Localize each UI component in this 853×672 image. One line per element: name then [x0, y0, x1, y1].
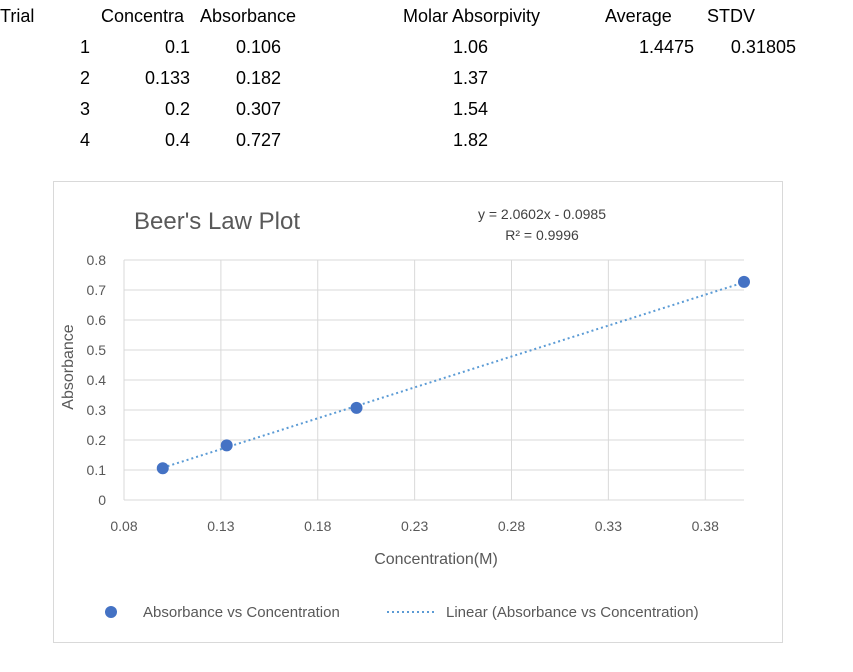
row-absorbance: 0.182: [236, 68, 282, 88]
row-molar-absorptivity: 1.37: [453, 68, 489, 88]
row-absorbance: 0.727: [236, 130, 282, 150]
y-tick-label: 0.3: [87, 402, 107, 418]
row-concentration: 0.4: [164, 130, 190, 150]
row-molar-absorptivity: 1.54: [453, 99, 489, 119]
x-tick-label: 0.08: [110, 518, 137, 534]
row-concentration: 0.133: [144, 68, 190, 88]
y-tick-labels: 0 0.1 0.2 0.3 0.4 0.5 0.6 0.7 0.8: [87, 252, 107, 508]
y-tick-label: 0.1: [87, 462, 107, 478]
x-tick-label: 0.18: [304, 518, 331, 534]
data-point: [350, 401, 363, 414]
row-molar-absorptivity: 1.82: [453, 130, 489, 150]
y-tick-label: 0.5: [87, 342, 107, 358]
header-stdv: STDV: [707, 6, 756, 26]
average-value: 1.4475: [638, 37, 694, 57]
legend-label-trendline: Linear (Absorbance vs Concentration): [446, 604, 699, 621]
y-tick-label: 0.7: [87, 282, 107, 298]
row-trial: 2: [79, 68, 90, 88]
header-absorbance: Absorbance: [200, 6, 297, 26]
x-tick-label: 0.38: [692, 518, 719, 534]
x-tick-label: 0.23: [401, 518, 428, 534]
row-concentration: 0.2: [164, 99, 190, 119]
data-point: [220, 439, 233, 452]
scatter-chart: 00.10.20.30.40.50.60.70.8 0.08 0.13 0.18 0.…: [60, 206, 750, 621]
row-absorbance: 0.307: [236, 99, 282, 119]
header-concentration: Concentra: [101, 6, 185, 26]
row-trial: 4: [79, 130, 90, 150]
y-tick-label: 0.8: [87, 252, 107, 268]
trendline: [162, 281, 745, 469]
x-tick-label: 0.33: [595, 518, 622, 534]
y-tick-label: 0.2: [87, 432, 107, 448]
x-axis-label: Concentration(M): [374, 551, 498, 568]
x-tick-label: 0.13: [207, 518, 234, 534]
row-absorbance: 0.106: [236, 37, 282, 57]
row-molar-absorptivity: 1.06: [453, 37, 489, 57]
trendline-group: [162, 281, 745, 469]
x-tick-labels: 0.08 0.13 0.18 0.23 0.28 0.33 0.38: [110, 518, 719, 534]
y-tick-label: 0: [98, 492, 106, 508]
r-squared-label: R² = 0.9996: [505, 227, 579, 243]
y-axis-label: Absorbance: [60, 324, 77, 409]
chart-title: Beer's Law Plot: [134, 208, 300, 235]
data-table: Trial Concentra Absorbance Molar Absorpi…: [0, 0, 853, 170]
y-tick-label: 0.4: [87, 372, 107, 388]
data-point: [738, 275, 750, 288]
data-points: [156, 275, 750, 475]
gridlines: [123, 259, 744, 501]
stdv-value: 0.31805: [730, 37, 796, 57]
y-tick-label: 0.6: [87, 312, 107, 328]
row-trial: 3: [79, 99, 90, 119]
chart-area[interactable]: 0 0.1 0.2 0.3 0.4 0.5 0.6 0.7 0.8 0.08 0.13 0.18 0.…: [53, 181, 783, 643]
legend-marker-points: [105, 606, 117, 618]
data-point: [156, 462, 169, 475]
trendline-equation: y = 2.0602x - 0.0985: [478, 206, 606, 222]
header-trial: Trial: [0, 6, 35, 26]
legend-label-points: Absorbance vs Concentration: [143, 604, 340, 621]
x-tick-label: 0.28: [498, 518, 525, 534]
header-molar-absorptivity: Molar Absorpivity: [403, 6, 541, 26]
header-average: Average: [605, 6, 672, 26]
legend: Absorbance vs Concentration Linear (Abso…: [105, 604, 699, 621]
row-concentration: 0.1: [164, 37, 190, 57]
row-trial: 1: [79, 37, 90, 57]
